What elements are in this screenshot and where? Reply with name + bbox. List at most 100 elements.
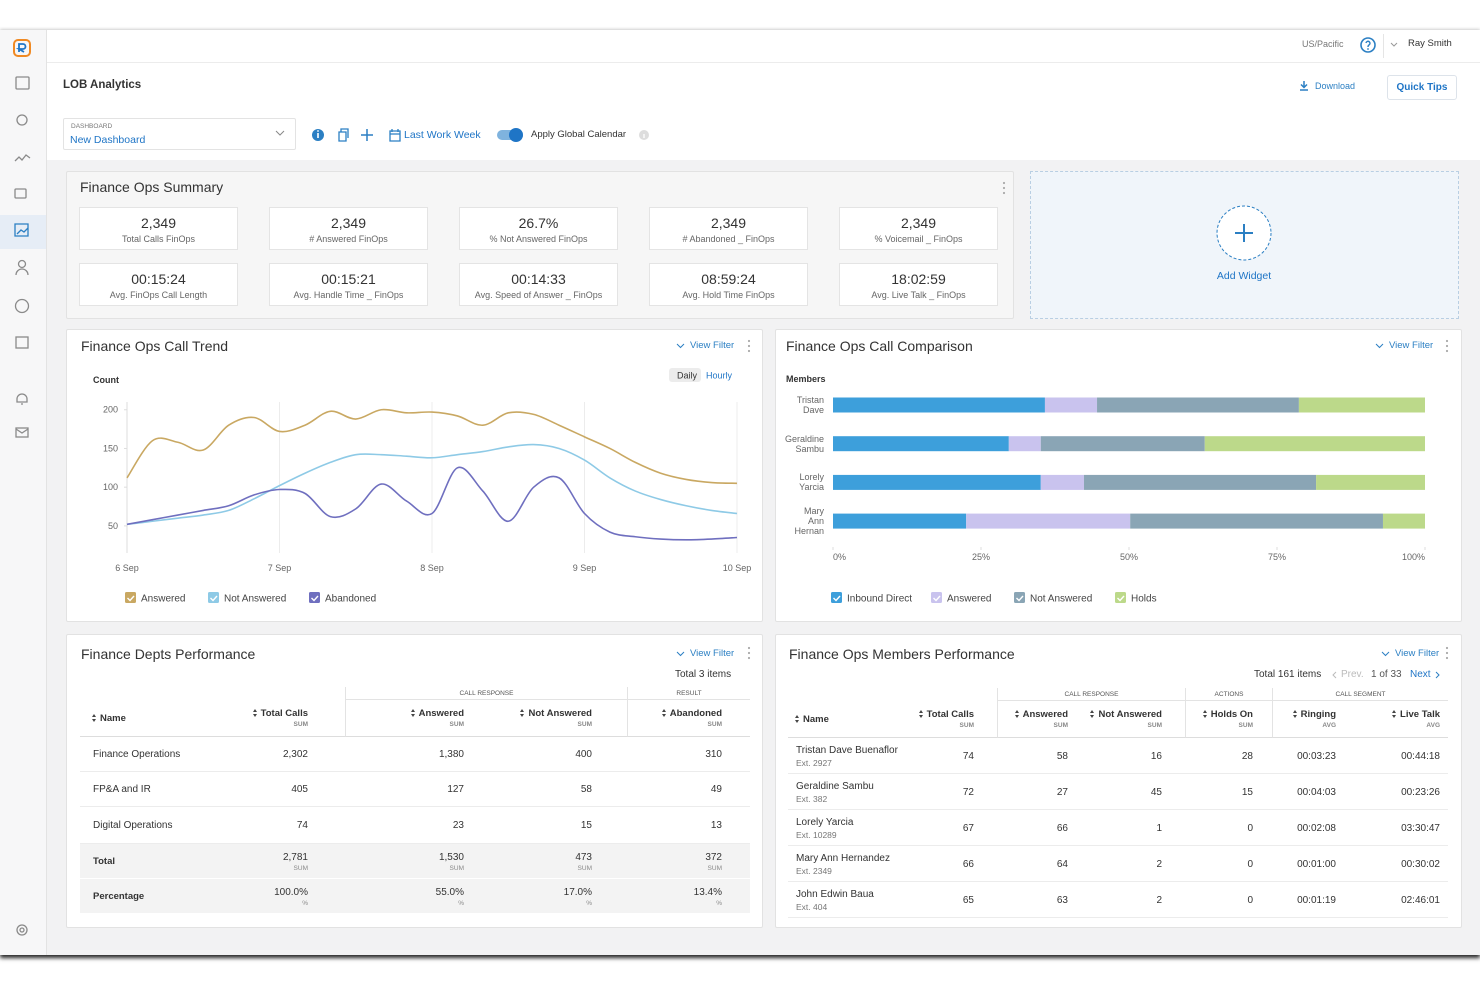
bar-segment (1130, 513, 1383, 529)
header-label[interactable]: Live Talk (1392, 709, 1440, 720)
cell-text: 0 (1247, 858, 1253, 870)
toggle[interactable]: Daily (677, 371, 698, 381)
date-range[interactable]: Last Work Week (404, 129, 481, 141)
sort-icon[interactable] (1392, 710, 1397, 718)
header-label[interactable]: Not Answered (520, 708, 592, 719)
nav-icon[interactable] (14, 223, 29, 237)
column-header[interactable]: Total Calls SUM (905, 701, 997, 738)
prev-button[interactable]: Prev. (1341, 669, 1364, 680)
legend-label[interactable]: Not Answered (1030, 594, 1092, 605)
legend-label[interactable]: Not Answered (224, 594, 286, 605)
timezone[interactable]: US/Pacific (1302, 39, 1344, 49)
sort-icon[interactable] (1202, 710, 1208, 718)
legend-swatch[interactable] (309, 592, 320, 603)
toggle[interactable]: Hourly (706, 371, 733, 381)
column-header[interactable]: Answered SUM (345, 700, 485, 737)
legend-label[interactable]: Answered (141, 594, 185, 605)
page-header: LOB Analytics Download Quick Tips DASHBO… (47, 63, 1480, 160)
legend-label[interactable]: Abandoned (325, 594, 376, 605)
header-label[interactable]: Total Calls (918, 709, 974, 720)
nav-icon[interactable] (15, 428, 29, 434)
nav-icon[interactable] (16, 114, 28, 126)
sort-icon[interactable] (92, 713, 97, 722)
column-header[interactable]: Not Answered SUM (485, 700, 627, 737)
legend-swatch[interactable] (931, 592, 942, 603)
legend-swatch[interactable] (1115, 592, 1126, 603)
bar-segment (833, 397, 1045, 413)
header-label[interactable]: Ringing (1292, 709, 1336, 720)
add-widget-label[interactable]: Add Widget (1216, 270, 1272, 282)
user-chevron[interactable] (1390, 41, 1398, 49)
next-button[interactable]: Next (1410, 669, 1431, 680)
column-header[interactable]: Name (788, 701, 905, 738)
legend-swatch[interactable] (125, 592, 136, 603)
sort-icon[interactable] (1292, 710, 1298, 718)
view-filter[interactable]: View Filter (1389, 340, 1434, 351)
x-tick-label: 25% (972, 552, 990, 562)
bar-segment (833, 513, 967, 529)
nav-icon[interactable] (14, 188, 27, 199)
calendar-icon[interactable] (389, 129, 401, 142)
sort-icon[interactable] (795, 714, 800, 723)
sort-icon[interactable] (1090, 710, 1095, 718)
header-label[interactable]: Holds On (1202, 709, 1253, 720)
quick-tips-button[interactable]: Quick Tips (1387, 75, 1457, 100)
info-icon[interactable] (638, 129, 650, 141)
sort-icon[interactable] (1014, 710, 1020, 718)
settings-icon[interactable] (19, 927, 25, 933)
view-filter[interactable]: View Filter (1395, 648, 1440, 659)
nav-icon[interactable] (15, 336, 29, 349)
sort-icon[interactable] (918, 710, 924, 718)
x-tick-label: 8 Sep (420, 563, 444, 573)
header-label[interactable]: Name (795, 714, 829, 725)
nav-icon[interactable] (15, 76, 30, 90)
sort-icon[interactable] (252, 709, 258, 717)
legend-label[interactable]: Answered (947, 594, 991, 605)
add-widget-icon[interactable] (1215, 204, 1273, 262)
sort-icon[interactable] (661, 709, 667, 717)
sort-icon[interactable] (410, 709, 416, 717)
sort-icon[interactable] (520, 709, 525, 717)
legend-swatch[interactable] (831, 592, 842, 603)
global-calendar-toggle[interactable] (495, 126, 527, 144)
header-text: Ringing (1300, 709, 1336, 720)
header-label[interactable]: Not Answered (1090, 709, 1162, 720)
legend-swatch[interactable] (1014, 592, 1025, 603)
column-header[interactable]: Ringing AVG (1272, 701, 1357, 738)
legend-swatch[interactable] (208, 592, 219, 603)
add-icon[interactable] (361, 129, 373, 141)
header-label[interactable]: Answered (1014, 709, 1068, 720)
download-icon[interactable] (1299, 80, 1309, 91)
nav-icon[interactable] (17, 259, 27, 269)
settings-icon[interactable] (16, 924, 28, 936)
footer-cell: 13.4%% (627, 879, 750, 914)
user-name[interactable]: Ray Smith (1408, 38, 1452, 49)
logo[interactable] (13, 39, 31, 57)
copy-icon[interactable] (338, 128, 349, 142)
nav-icon[interactable] (15, 427, 29, 438)
header-label[interactable]: Total Calls (252, 708, 308, 719)
table-cell: 66 (905, 846, 997, 882)
cell-text: 2 (1156, 894, 1162, 906)
column-header[interactable]: Answered SUM (997, 701, 1083, 738)
cell-text: 02:46:01 (1401, 894, 1440, 906)
nav-icon[interactable] (14, 154, 31, 162)
nav-icon[interactable] (14, 298, 30, 314)
nav-icon[interactable] (15, 268, 29, 276)
column-header[interactable]: Holds On SUM (1185, 701, 1272, 738)
header-label[interactable]: Answered (410, 708, 464, 719)
kebab-menu[interactable] (1000, 180, 1008, 196)
header-label[interactable]: Name (92, 713, 126, 724)
help-icon[interactable] (1359, 36, 1377, 54)
column-header[interactable]: Not Answered SUM (1083, 701, 1185, 738)
download-button[interactable]: Download (1315, 81, 1356, 91)
column-header[interactable]: Total Calls SUM (250, 700, 345, 737)
legend-label[interactable]: Holds (1131, 594, 1157, 605)
legend-label[interactable]: Inbound Direct (847, 594, 912, 605)
column-header[interactable]: Live Talk AVG (1357, 701, 1448, 738)
nav-icon[interactable] (16, 393, 28, 405)
header-label[interactable]: Abandoned (661, 708, 722, 719)
dashboard-select[interactable]: DASHBOARD New Dashboard (63, 118, 296, 150)
column-header[interactable]: Abandoned SUM (627, 700, 750, 737)
column-header[interactable]: Name (80, 700, 250, 737)
